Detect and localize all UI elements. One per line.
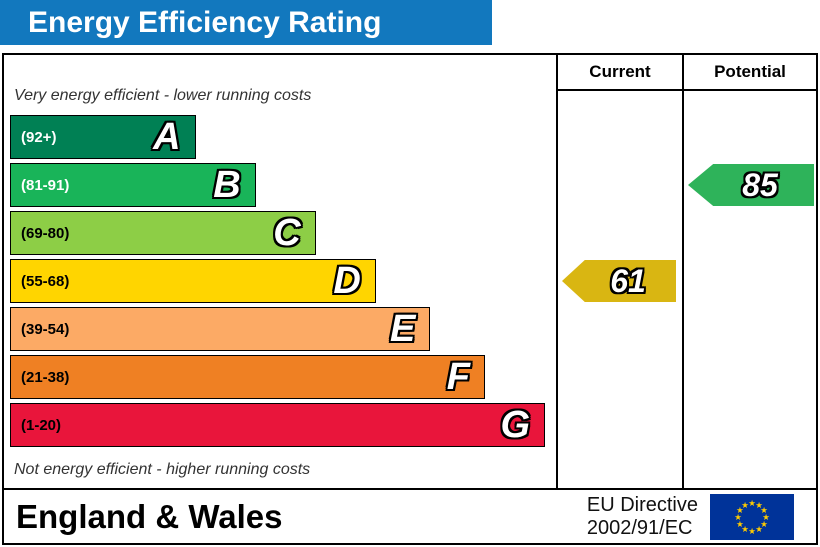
eu-flag-icon: ★ ★★★★★★★★★★★ bbox=[710, 493, 794, 540]
epc-main: Very energy efficient - lower running co… bbox=[4, 55, 816, 488]
rating-scale: Very energy efficient - lower running co… bbox=[4, 55, 556, 488]
band-c-letter: C bbox=[273, 212, 301, 254]
band-e-letter: E bbox=[390, 308, 416, 350]
svg-text:★: ★ bbox=[755, 524, 763, 534]
band-e-range: (39-54) bbox=[21, 320, 70, 338]
eu-directive-label: EU Directive 2002/91/EC bbox=[587, 494, 698, 540]
band-g: (1-20) G bbox=[10, 403, 546, 447]
svg-text:★: ★ bbox=[760, 505, 768, 515]
band-f: (21-38) F bbox=[10, 355, 486, 399]
potential-rating-value: 85 bbox=[742, 166, 778, 203]
band-a-range: (92+) bbox=[21, 128, 57, 146]
region-label: England & Wales bbox=[16, 497, 283, 535]
band-b-letter: B bbox=[213, 164, 241, 206]
band-e: (39-54) E bbox=[10, 307, 431, 351]
svg-text:★: ★ bbox=[736, 519, 744, 529]
current-column-header: Current bbox=[558, 55, 682, 91]
band-d: (55-68) D bbox=[10, 259, 376, 303]
band-f-range: (21-38) bbox=[21, 368, 70, 386]
potential-rating-arrow: 85 bbox=[688, 164, 814, 206]
svg-text:★: ★ bbox=[755, 499, 763, 509]
current-column: Current 61 bbox=[556, 55, 682, 488]
band-d-letter: D bbox=[333, 260, 361, 302]
potential-column-body: 85 bbox=[684, 91, 816, 488]
band-g-range: (1-20) bbox=[21, 416, 62, 434]
eu-directive-line1: EU Directive bbox=[586, 493, 698, 516]
svg-text:★: ★ bbox=[741, 524, 749, 534]
band-a: (92+) A bbox=[10, 115, 196, 159]
epc-table: Very energy efficient - lower running co… bbox=[2, 53, 818, 545]
svg-text:★: ★ bbox=[748, 526, 756, 536]
bottom-note: Not energy efficient - higher running co… bbox=[14, 461, 311, 478]
rating-bands: (92+) A (81-91) B (69-80) C (55-68) D bbox=[4, 115, 556, 451]
svg-text:★: ★ bbox=[760, 519, 768, 529]
footer: England & Wales EU Directive 2002/91/EC … bbox=[4, 488, 816, 543]
band-c: (69-80) C bbox=[10, 211, 316, 255]
potential-column: Potential 85 bbox=[682, 55, 816, 488]
current-column-body: 61 bbox=[558, 91, 682, 488]
page-title: Energy Efficiency Rating bbox=[28, 5, 382, 39]
svg-text:★: ★ bbox=[736, 505, 744, 515]
band-b-range: (81-91) bbox=[21, 176, 70, 194]
band-g-letter: G bbox=[500, 404, 531, 446]
svg-text:★: ★ bbox=[762, 512, 770, 522]
svg-text:★: ★ bbox=[734, 512, 742, 522]
current-rating-value: 61 bbox=[610, 262, 646, 299]
svg-text:★: ★ bbox=[748, 498, 756, 508]
svg-text:★: ★ bbox=[741, 499, 749, 509]
band-f-letter: F bbox=[446, 356, 471, 398]
title-bar: Energy Efficiency Rating bbox=[0, 0, 492, 45]
potential-column-header: Potential bbox=[684, 55, 816, 91]
current-rating-arrow: 61 bbox=[562, 260, 676, 302]
band-d-range: (55-68) bbox=[21, 272, 70, 290]
top-note: Very energy efficient - lower running co… bbox=[14, 87, 312, 104]
band-c-range: (69-80) bbox=[21, 224, 70, 242]
eu-directive-line2: 2002/91/EC bbox=[586, 516, 693, 539]
band-a-letter: A bbox=[153, 116, 181, 158]
band-b: (81-91) B bbox=[10, 163, 256, 207]
